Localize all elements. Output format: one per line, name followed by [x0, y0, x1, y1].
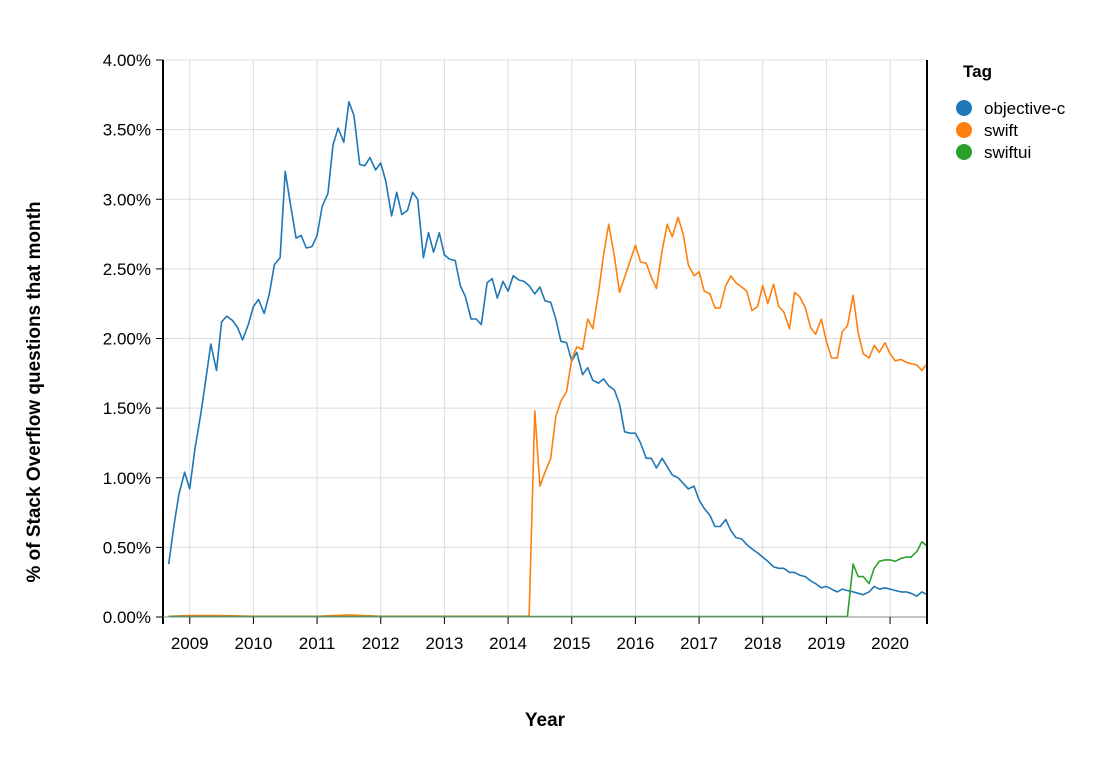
y-tick-label: 4.00% [103, 51, 151, 70]
legend-swatch-swift [956, 122, 972, 138]
y-tick-label: 0.50% [103, 538, 151, 557]
series-line-swiftui [168, 541, 928, 618]
x-axis-title: Year [525, 710, 566, 731]
x-tick-label: 2018 [744, 634, 782, 653]
y-tick-label: 3.00% [103, 190, 151, 209]
legend-items: objective-c swift swiftui [956, 99, 1066, 162]
x-tick-label: 2016 [616, 634, 654, 653]
y-axis-title: % of Stack Overflow questions that month [24, 201, 45, 582]
y-tick-label: 2.00% [103, 330, 151, 349]
x-tick-label: 2017 [680, 634, 718, 653]
y-tick-labels: 0.00% 0.50% 1.00% 1.50% 2.00% 2.50% 3.00% 3.50%… [103, 51, 163, 627]
x-tick-label: 2015 [553, 634, 591, 653]
x-tick-label: 2014 [489, 634, 527, 653]
legend-label-swiftui: swiftui [984, 143, 1031, 162]
y-tick-label: 1.50% [103, 399, 151, 418]
gridlines [163, 59, 927, 618]
series-line-swift [168, 216, 928, 618]
axes [162, 60, 928, 624]
legend-label-objective-c: objective-c [984, 99, 1066, 118]
x-tick-label: 2019 [807, 634, 845, 653]
legend-swatch-swiftui [956, 144, 972, 160]
legend-swatch-objective-c [956, 100, 972, 116]
x-tick-label: 2012 [362, 634, 400, 653]
y-tick-label: 0.00% [103, 608, 151, 627]
y-tick-label: 3.50% [103, 121, 151, 140]
x-tick-labels: 2009 2010 2011 2012 2013 2014 2015 2016 2017 2018… [171, 617, 909, 653]
x-tick-label: 2013 [425, 634, 463, 653]
legend: Tag objective-c swift swiftui [956, 62, 1066, 162]
y-tick-label: 2.50% [103, 260, 151, 279]
legend-title: Tag [963, 62, 992, 81]
y-tick-label: 1.00% [103, 469, 151, 488]
x-tick-label: 2011 [299, 634, 336, 653]
series-line-objective-c [167, 101, 928, 597]
series-lines [167, 101, 928, 618]
x-tick-label: 2010 [234, 634, 272, 653]
x-tick-label: 2020 [871, 634, 909, 653]
x-tick-label: 2009 [171, 634, 209, 653]
legend-label-swift: swift [984, 121, 1018, 140]
